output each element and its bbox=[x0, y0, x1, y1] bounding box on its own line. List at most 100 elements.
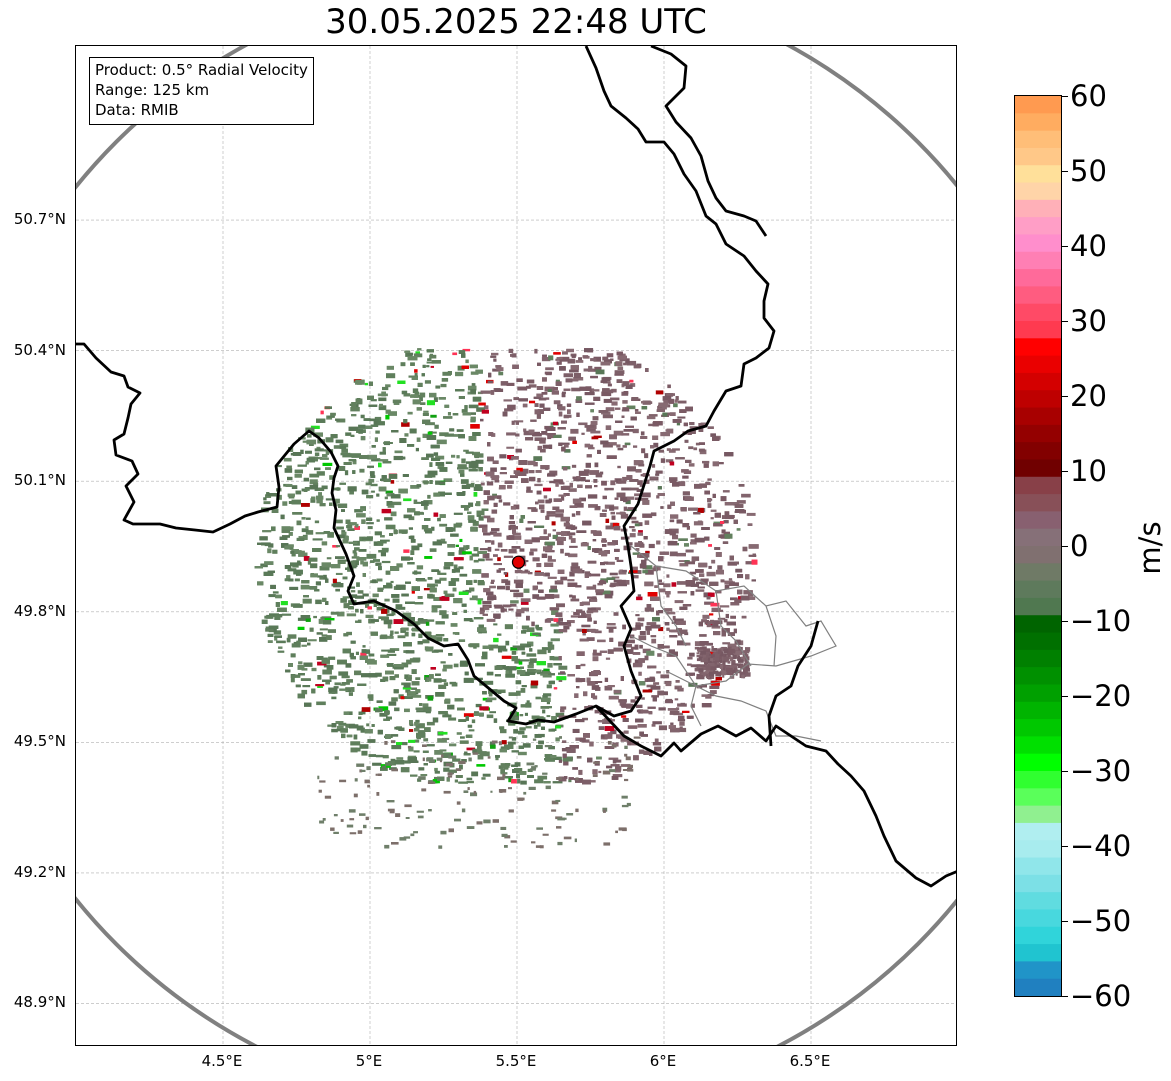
country-borders bbox=[76, 46, 956, 888]
colorbar-tick-mark bbox=[1062, 171, 1068, 172]
colorbar-segment bbox=[1015, 857, 1061, 876]
colorbar-tick-label: 0 bbox=[1070, 529, 1089, 563]
colorbar-tick-mark bbox=[1062, 96, 1068, 97]
lon-tick-label: 6°E bbox=[649, 1052, 677, 1070]
colorbar-segment bbox=[1015, 649, 1061, 668]
colorbar-segment bbox=[1015, 234, 1061, 253]
plot-title: 30.05.2025 22:48 UTC bbox=[325, 2, 707, 42]
colorbar-segment bbox=[1015, 407, 1061, 426]
colorbar-segment bbox=[1015, 840, 1061, 859]
colorbar-segment bbox=[1015, 165, 1061, 184]
colorbar-segment bbox=[1015, 390, 1061, 409]
colorbar-tick-mark bbox=[1062, 396, 1068, 397]
colorbar-segment bbox=[1015, 805, 1061, 824]
colorbar-segment bbox=[1015, 546, 1061, 564]
colorbar-segment bbox=[1015, 113, 1061, 132]
colorbar-tick-mark bbox=[1062, 321, 1068, 322]
colorbar-segment bbox=[1015, 372, 1061, 391]
colorbar-segment bbox=[1015, 753, 1061, 772]
colorbar-segment bbox=[1015, 355, 1061, 374]
colorbar-tick-mark bbox=[1062, 546, 1068, 547]
lat-tick-label: 50.4°N bbox=[13, 340, 66, 359]
colorbar-label: m/s bbox=[1133, 521, 1167, 575]
colorbar-segment bbox=[1015, 459, 1061, 478]
colorbar-segment bbox=[1015, 788, 1061, 807]
colorbar-tick-mark bbox=[1062, 996, 1068, 997]
lat-tick-label: 50.7°N bbox=[13, 210, 66, 229]
colorbar-segment bbox=[1015, 944, 1061, 962]
colorbar-tick-label: 40 bbox=[1070, 229, 1107, 263]
colorbar-segment bbox=[1015, 476, 1061, 495]
colorbar-segment bbox=[1015, 597, 1061, 616]
colorbar-segment bbox=[1015, 303, 1061, 322]
colorbar-segment bbox=[1015, 269, 1061, 287]
colorbar-segment bbox=[1015, 338, 1061, 357]
colorbar-tick-mark bbox=[1062, 246, 1068, 247]
colorbar-tick-label: −40 bbox=[1070, 829, 1132, 863]
colorbar-tick-mark bbox=[1062, 771, 1068, 772]
colorbar-segment bbox=[1015, 182, 1061, 201]
info-data-source: Data: RMIB bbox=[95, 101, 179, 119]
lat-tick-label: 49.5°N bbox=[13, 732, 66, 751]
colorbar-tick-label: 10 bbox=[1070, 454, 1107, 488]
colorbar-segment bbox=[1015, 563, 1061, 582]
colorbar-segment bbox=[1015, 286, 1061, 305]
colorbar-tick-label: 20 bbox=[1070, 379, 1107, 413]
province-borders bbox=[630, 545, 837, 742]
lon-tick-label: 5°E bbox=[355, 1052, 383, 1070]
colorbar-segment bbox=[1015, 580, 1061, 599]
colorbar-segment bbox=[1015, 926, 1061, 945]
range-ring bbox=[76, 46, 956, 1045]
colorbar-tick-mark bbox=[1062, 921, 1068, 922]
colorbar-segment bbox=[1015, 822, 1061, 841]
lat-tick-label: 49.2°N bbox=[13, 862, 66, 881]
colorbar-segment bbox=[1015, 874, 1061, 893]
colorbar-segment bbox=[1015, 96, 1061, 114]
lat-tick-label: 50.1°N bbox=[13, 471, 66, 490]
lat-tick-label: 49.8°N bbox=[13, 601, 66, 620]
colorbar-segment bbox=[1015, 251, 1061, 270]
colorbar-segment bbox=[1015, 632, 1061, 651]
colorbar-tick-label: 60 bbox=[1070, 79, 1107, 113]
velocity-colorbar bbox=[1014, 95, 1062, 997]
map-panel[interactable] bbox=[75, 45, 957, 1046]
graticule-grid bbox=[76, 46, 956, 1045]
colorbar-segment bbox=[1015, 147, 1061, 166]
colorbar-segment bbox=[1015, 321, 1061, 339]
colorbar-tick-label: −50 bbox=[1070, 904, 1132, 938]
colorbar-segment bbox=[1015, 442, 1061, 461]
radar-echoes bbox=[254, 348, 759, 849]
colorbar-segment bbox=[1015, 892, 1061, 911]
colorbar-tick-mark bbox=[1062, 696, 1068, 697]
product-info-box: Product: 0.5° Radial Velocity Range: 125… bbox=[89, 57, 314, 125]
colorbar-segment bbox=[1015, 217, 1061, 236]
colorbar-segment bbox=[1015, 199, 1061, 218]
lon-tick-label: 5.5°E bbox=[495, 1052, 537, 1070]
colorbar-tick-label: −10 bbox=[1070, 604, 1132, 638]
colorbar-segment bbox=[1015, 511, 1061, 530]
colorbar-segment bbox=[1015, 424, 1061, 443]
lat-tick-label: 48.9°N bbox=[13, 993, 66, 1012]
info-product: Product: 0.5° Radial Velocity bbox=[95, 61, 308, 79]
colorbar-segment bbox=[1015, 494, 1061, 512]
colorbar-segment bbox=[1015, 684, 1061, 703]
colorbar-segment bbox=[1015, 736, 1061, 755]
colorbar-tick-mark bbox=[1062, 621, 1068, 622]
colorbar-segment bbox=[1015, 771, 1061, 789]
colorbar-segment bbox=[1015, 978, 1061, 996]
info-range: Range: 125 km bbox=[95, 81, 210, 99]
colorbar-segment bbox=[1015, 961, 1061, 980]
colorbar-tick-mark bbox=[1062, 846, 1068, 847]
colorbar-tick-mark bbox=[1062, 471, 1068, 472]
lon-tick-label: 6.5°E bbox=[789, 1052, 831, 1070]
colorbar-tick-label: −20 bbox=[1070, 679, 1132, 713]
colorbar-segment bbox=[1015, 701, 1061, 720]
colorbar-tick-label: 30 bbox=[1070, 304, 1107, 338]
colorbar-segments bbox=[1015, 96, 1061, 996]
colorbar-segment bbox=[1015, 909, 1061, 928]
radar-map bbox=[76, 46, 956, 1045]
colorbar-segment bbox=[1015, 667, 1061, 686]
colorbar-tick-label: 50 bbox=[1070, 154, 1107, 188]
colorbar-segment bbox=[1015, 528, 1061, 547]
colorbar-segment bbox=[1015, 615, 1061, 634]
